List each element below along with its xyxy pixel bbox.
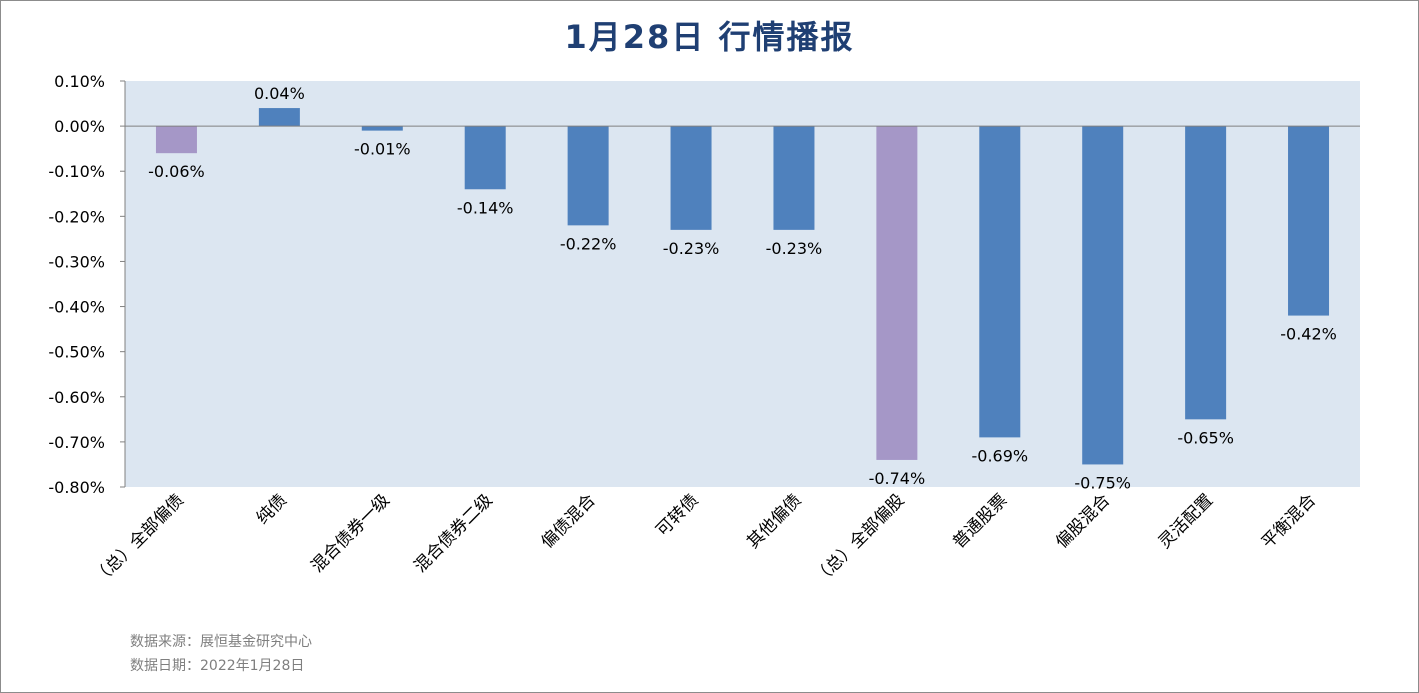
bar [1082,126,1124,465]
bar [876,126,918,460]
bar [1288,126,1330,316]
data-label: -0.74% [869,469,926,488]
data-label: -0.23% [663,239,720,258]
bar [567,126,609,226]
x-tick-label: 纯债 [253,490,291,528]
y-tick-label: 0.00% [54,117,105,136]
x-tick-label: （总）全部偏债 [90,490,188,588]
y-tick-label: -0.30% [48,252,105,271]
bar [979,126,1021,438]
data-label: -0.23% [766,239,823,258]
data-label: 0.04% [254,84,305,103]
x-tick-label: 混合债券二级 [410,490,496,576]
y-tick-label: -0.80% [48,478,105,497]
data-label: -0.06% [148,162,205,181]
x-tick-label: 普通股票 [949,490,1011,552]
plot-area [125,81,1360,487]
x-tick-label: 其他偏债 [743,490,805,552]
data-label: -0.65% [1177,428,1234,447]
x-tick-label: 混合债券一级 [308,490,394,576]
x-tick-label: 平衡混合 [1258,490,1320,552]
x-tick-label: 可转债 [652,490,702,540]
chart-footer: 数据来源：展恒基金研究中心 数据日期：2022年1月28日 [130,630,312,678]
y-tick-label: -0.60% [48,388,105,407]
x-tick-label: （总）全部偏股 [810,490,908,588]
chart-title: 1月28日 行情播报 [564,18,855,56]
data-label: -0.69% [971,446,1028,465]
bar [155,126,197,154]
y-tick-label: 0.10% [54,72,105,91]
data-label: -0.75% [1074,473,1131,492]
data-source-note: 数据来源：展恒基金研究中心 [130,634,312,650]
data-label: -0.42% [1280,325,1337,344]
y-tick-label: -0.70% [48,433,105,452]
data-label: -0.01% [354,140,411,159]
data-label: -0.14% [457,198,514,217]
bar [361,126,403,131]
y-tick-label: -0.10% [48,162,105,181]
y-tick-label: -0.40% [48,298,105,317]
bar [258,108,300,127]
x-tick-label: 偏债混合 [537,490,599,552]
bar [1185,126,1227,420]
bar [773,126,815,230]
x-tick-label: 偏股混合 [1052,490,1114,552]
x-tick-label: 灵活配置 [1155,490,1217,552]
bar [464,126,506,190]
data-label: -0.22% [560,234,617,253]
bar [670,126,712,230]
y-tick-label: -0.50% [48,343,105,362]
y-tick-label: -0.20% [48,207,105,226]
data-date-note: 数据日期：2022年1月28日 [130,658,305,674]
